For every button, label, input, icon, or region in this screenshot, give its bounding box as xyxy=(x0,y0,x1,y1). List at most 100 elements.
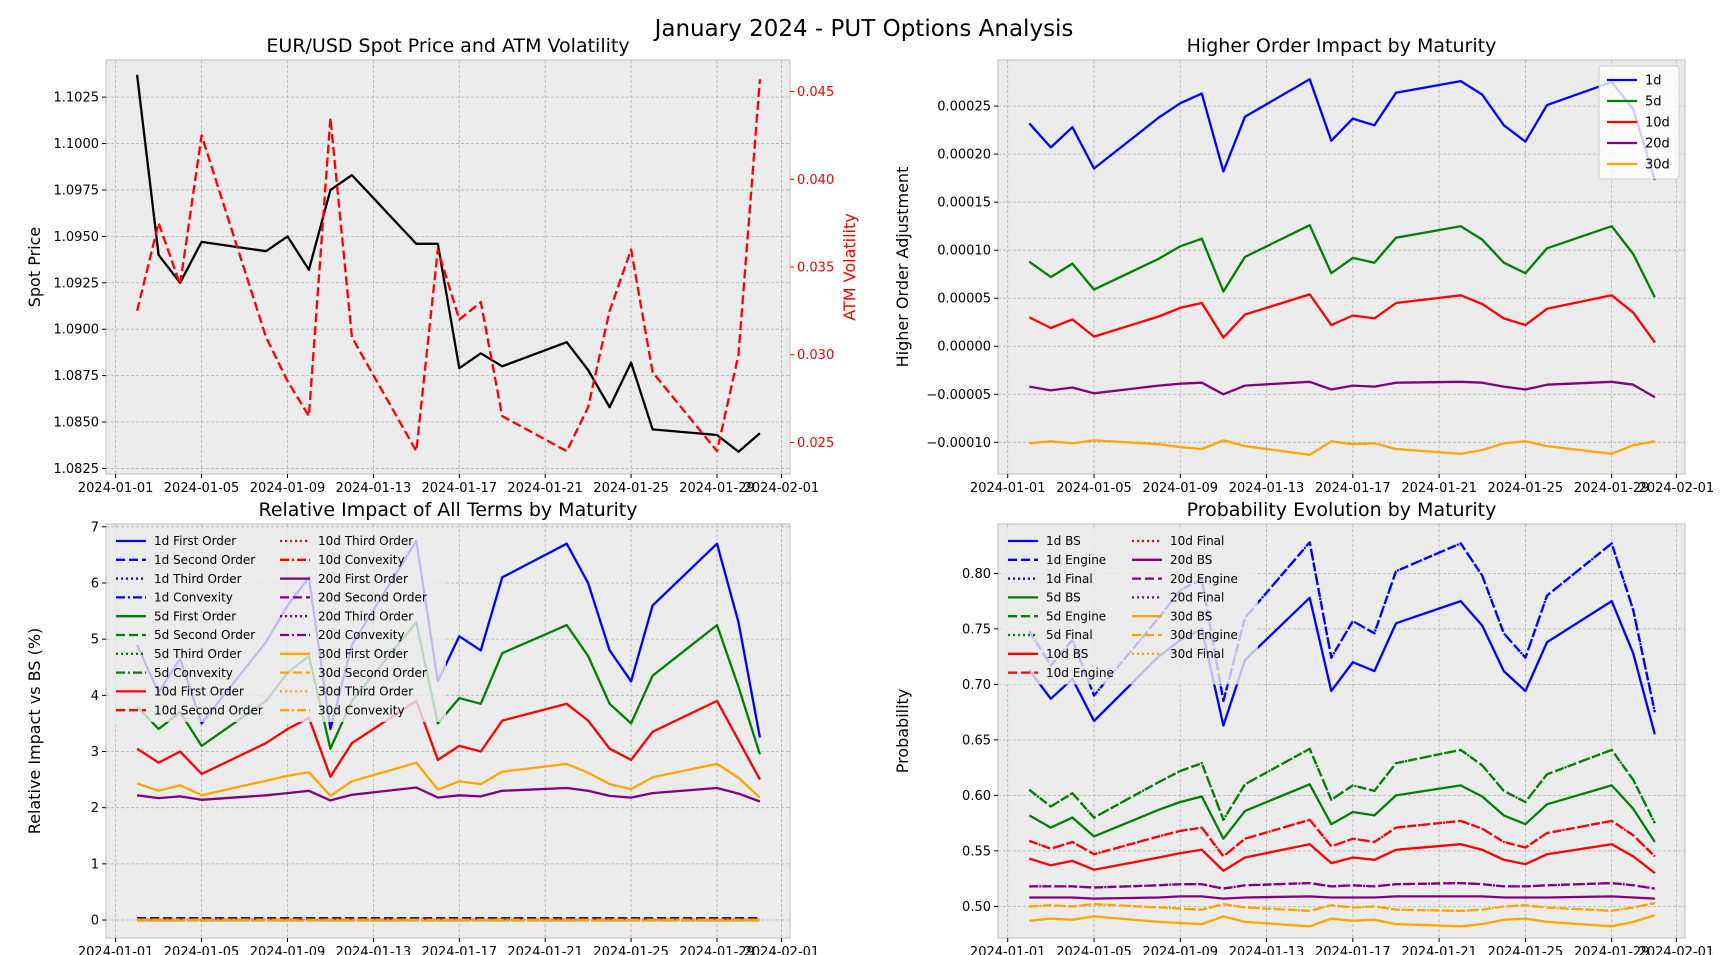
legend-label: 1d Second Order xyxy=(154,553,255,567)
x-tick-label: 2024-01-01 xyxy=(970,481,1046,496)
x-tick-label: 2024-01-29 xyxy=(1574,481,1650,496)
y-tick-label: 2 xyxy=(91,801,99,816)
y-tick-label: 3 xyxy=(91,745,99,760)
series-line-30d-engine xyxy=(1029,901,1656,912)
x-tick-label: 2024-01-09 xyxy=(250,481,326,496)
x-tick-label: 2024-01-05 xyxy=(1056,481,1132,496)
x-tick-label: 2024-01-13 xyxy=(1229,945,1305,955)
legend-label: 30d Convexity xyxy=(318,703,405,717)
y-axis-label: Probability xyxy=(893,689,912,774)
x-tick-label: 2024-01-21 xyxy=(507,481,583,496)
legend-label: 5d Third Order xyxy=(154,647,242,661)
legend-label: 1d Final xyxy=(1046,572,1093,586)
y-right-tick-label: 0.045 xyxy=(797,85,834,100)
y-tick-label: 1.0850 xyxy=(54,416,100,431)
legend-label: 30d Second Order xyxy=(318,666,427,680)
legend-label: 20d Third Order xyxy=(318,609,413,623)
y-tick-label: 0.80 xyxy=(962,567,991,582)
legend-label: 20d Engine xyxy=(1170,572,1238,586)
legend-label: 10d Engine xyxy=(1046,666,1114,680)
series-line-10d-bs xyxy=(1028,843,1656,875)
x-tick-label: 2024-02-01 xyxy=(744,481,820,496)
legend-label: 20d Convexity xyxy=(318,628,405,642)
series-line-spot-price xyxy=(135,74,761,453)
y-tick-label: −0.00010 xyxy=(926,436,991,451)
series-line-5d-final xyxy=(1028,747,1656,824)
series-line-10d-first-order xyxy=(136,699,761,781)
x-tick-label: 2024-01-25 xyxy=(1488,481,1564,496)
x-tick-label: 2024-01-25 xyxy=(593,945,669,955)
y-tick-label: 0.70 xyxy=(962,678,991,693)
y-tick-label: 1.0925 xyxy=(54,276,100,291)
legend-label: 5d First Order xyxy=(154,609,236,623)
y-tick-label: 0.00015 xyxy=(937,196,991,211)
series-line-5d-first-order xyxy=(136,621,761,755)
y-axis-label: Higher Order Adjustment xyxy=(893,167,912,368)
y-tick-label: 0.65 xyxy=(962,733,991,748)
legend-label: 20d Second Order xyxy=(318,591,427,605)
series-line-1d-final xyxy=(1028,541,1656,713)
y-tick-label: −0.00005 xyxy=(926,388,991,403)
y-tick-label: 7 xyxy=(91,520,99,535)
y-tick-label: 0.00025 xyxy=(937,100,991,115)
y-tick-label: 0.50 xyxy=(962,900,991,915)
x-tick-label: 2024-01-21 xyxy=(507,945,583,955)
y-tick-label: 1.1025 xyxy=(54,91,100,106)
series-line-5d xyxy=(1028,224,1656,298)
x-tick-label: 2024-01-01 xyxy=(970,945,1046,955)
legend-label: 10d First Order xyxy=(154,685,244,699)
y-tick-label: 5 xyxy=(91,633,99,648)
legend-box xyxy=(1002,528,1258,685)
series-line-10d xyxy=(1028,293,1656,344)
y-tick-label: 1.0900 xyxy=(54,323,100,338)
x-tick-label: 2024-01-13 xyxy=(1229,481,1305,496)
y-axis-label: Spot Price xyxy=(25,227,44,308)
series-line-10d-final xyxy=(1028,818,1656,858)
x-tick-label: 2024-01-17 xyxy=(421,481,497,496)
y-tick-label: 0.00000 xyxy=(937,340,991,355)
x-tick-label: 2024-01-13 xyxy=(336,945,412,955)
x-tick-label: 2024-01-21 xyxy=(1401,945,1477,955)
legend-label: 5d Convexity xyxy=(154,666,233,680)
x-tick-label: 2024-01-17 xyxy=(1315,481,1391,496)
x-tick-label: 2024-01-05 xyxy=(164,481,240,496)
figure-title: January 2024 - PUT Options Analysis xyxy=(653,16,1074,42)
series-line-1d xyxy=(1028,78,1656,181)
legend-label: 10d Third Order xyxy=(318,534,413,548)
legend-label: 10d xyxy=(1645,116,1670,131)
chart-title: Probability Evolution by Maturity xyxy=(1187,499,1497,521)
legend-label: 1d Engine xyxy=(1046,553,1106,567)
y-tick-label: 4 xyxy=(91,689,99,704)
legend-label: 5d Second Order xyxy=(154,628,255,642)
legend-label: 30d Third Order xyxy=(318,685,413,699)
y-right-tick-label: 0.040 xyxy=(797,173,834,188)
legend-box xyxy=(110,528,446,722)
x-tick-label: 2024-01-25 xyxy=(593,481,669,496)
legend-label: 1d BS xyxy=(1046,534,1081,548)
series-line-30d-bs xyxy=(1029,914,1656,928)
legend-label: 30d Final xyxy=(1170,647,1224,661)
x-tick-label: 2024-01-05 xyxy=(164,945,240,955)
y-right-tick-label: 0.030 xyxy=(797,348,834,363)
legend-label: 30d xyxy=(1645,158,1670,173)
y-tick-label: 0.00020 xyxy=(937,148,991,163)
series-group xyxy=(135,74,762,453)
y-tick-label: 1.0875 xyxy=(54,369,100,384)
x-tick-label: 2024-02-01 xyxy=(1639,481,1715,496)
series-line-30d xyxy=(1029,439,1656,456)
series-group xyxy=(1028,541,1656,928)
chart-panel-3: 0 1 2 3 4 5 6 7 2024-01-01 2024-01-05 2024-01-09 20… xyxy=(25,499,819,955)
legend-label: 1d Third Order xyxy=(154,572,242,586)
y-tick-label: 1.1000 xyxy=(54,137,100,152)
x-tick-label: 2024-01-09 xyxy=(1142,481,1218,496)
x-tick-label: 2024-01-25 xyxy=(1488,945,1564,955)
y-tick-label: 1.0975 xyxy=(54,183,100,198)
legend-label: 10d Final xyxy=(1170,534,1224,548)
legend-label: 10d BS xyxy=(1046,647,1088,661)
x-tick-label: 2024-01-09 xyxy=(250,945,326,955)
x-tick-label: 2024-01-29 xyxy=(1574,945,1650,955)
x-tick-label: 2024-01-01 xyxy=(78,481,154,496)
x-tick-label: 2024-02-01 xyxy=(744,945,820,955)
